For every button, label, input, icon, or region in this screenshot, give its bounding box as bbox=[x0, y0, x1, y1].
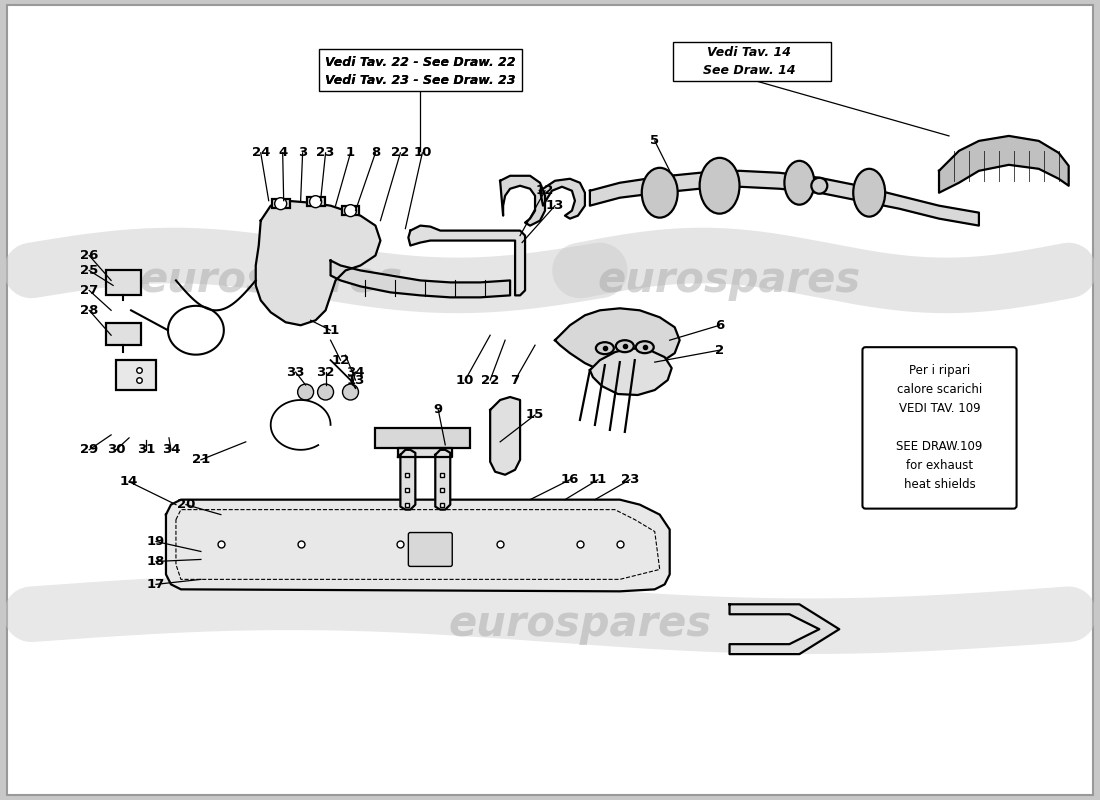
Text: 17: 17 bbox=[147, 578, 165, 591]
Polygon shape bbox=[331, 261, 510, 298]
Text: eurospares: eurospares bbox=[449, 603, 712, 646]
Polygon shape bbox=[166, 500, 670, 591]
Text: Per i ripari
calore scarichi
VEDI TAV. 109

SEE DRAW.109
for exhaust
heat shield: Per i ripari calore scarichi VEDI TAV. 1… bbox=[896, 365, 982, 491]
Circle shape bbox=[275, 198, 287, 210]
Circle shape bbox=[812, 178, 827, 194]
Polygon shape bbox=[400, 450, 416, 510]
Polygon shape bbox=[556, 308, 680, 372]
Text: 22: 22 bbox=[481, 374, 499, 386]
Text: 10: 10 bbox=[456, 374, 474, 386]
Text: 12: 12 bbox=[331, 354, 350, 366]
Text: Vedi Tav. 14
See Draw. 14: Vedi Tav. 14 See Draw. 14 bbox=[703, 46, 795, 77]
Text: 8: 8 bbox=[371, 146, 381, 159]
Text: 12: 12 bbox=[536, 184, 554, 198]
Text: 26: 26 bbox=[80, 249, 98, 262]
Bar bbox=[341, 206, 360, 215]
Text: 3: 3 bbox=[298, 146, 307, 159]
Text: 31: 31 bbox=[136, 443, 155, 456]
FancyBboxPatch shape bbox=[319, 50, 522, 91]
Text: 19: 19 bbox=[147, 535, 165, 548]
Ellipse shape bbox=[784, 161, 814, 205]
Text: 34: 34 bbox=[162, 443, 180, 456]
Bar bbox=[7, 6, 1093, 794]
Text: 34: 34 bbox=[346, 366, 365, 378]
Text: eurospares: eurospares bbox=[139, 259, 403, 302]
FancyBboxPatch shape bbox=[673, 42, 832, 81]
Text: 13: 13 bbox=[546, 199, 564, 212]
Polygon shape bbox=[500, 176, 544, 226]
Polygon shape bbox=[408, 226, 525, 295]
Circle shape bbox=[344, 205, 356, 217]
Circle shape bbox=[298, 384, 314, 400]
Bar bbox=[117, 360, 156, 390]
Bar bbox=[106, 270, 141, 295]
Circle shape bbox=[318, 384, 333, 400]
Ellipse shape bbox=[854, 169, 886, 217]
Text: Vedi Tav. 22 - See Draw. 22
Vedi Tav. 23 - See Draw. 23: Vedi Tav. 22 - See Draw. 22 Vedi Tav. 23… bbox=[324, 56, 516, 86]
Text: 9: 9 bbox=[433, 403, 443, 417]
Text: 28: 28 bbox=[80, 304, 98, 317]
Text: 23: 23 bbox=[317, 146, 334, 159]
Text: 20: 20 bbox=[177, 498, 195, 511]
Ellipse shape bbox=[616, 340, 634, 352]
Text: Vedi Tav. 22 - See Draw. 22
Vedi Tav. 23 - See Draw. 23: Vedi Tav. 22 - See Draw. 22 Vedi Tav. 23… bbox=[324, 56, 516, 86]
Text: 18: 18 bbox=[146, 555, 165, 568]
Text: 11: 11 bbox=[588, 474, 607, 486]
Circle shape bbox=[309, 196, 321, 208]
Text: 1: 1 bbox=[345, 146, 355, 159]
Ellipse shape bbox=[636, 342, 653, 353]
Text: 29: 29 bbox=[80, 443, 98, 456]
Ellipse shape bbox=[596, 342, 614, 354]
Text: 15: 15 bbox=[526, 409, 544, 422]
Polygon shape bbox=[729, 604, 839, 654]
Text: 16: 16 bbox=[561, 474, 579, 486]
Text: 2: 2 bbox=[715, 344, 724, 357]
Polygon shape bbox=[590, 348, 672, 395]
Polygon shape bbox=[590, 170, 979, 226]
Polygon shape bbox=[398, 448, 452, 457]
Text: 30: 30 bbox=[107, 443, 125, 456]
Text: 10: 10 bbox=[414, 146, 431, 159]
Circle shape bbox=[342, 384, 359, 400]
Polygon shape bbox=[436, 450, 450, 510]
Text: 4: 4 bbox=[278, 146, 287, 159]
Text: 33: 33 bbox=[286, 366, 305, 378]
Bar bbox=[375, 428, 470, 448]
FancyBboxPatch shape bbox=[408, 533, 452, 566]
Text: 22: 22 bbox=[392, 146, 409, 159]
Polygon shape bbox=[255, 201, 381, 326]
FancyBboxPatch shape bbox=[862, 347, 1016, 509]
Text: 23: 23 bbox=[620, 474, 639, 486]
Bar bbox=[106, 323, 141, 345]
Bar bbox=[307, 198, 324, 206]
Text: 24: 24 bbox=[252, 146, 270, 159]
Text: 7: 7 bbox=[510, 374, 519, 386]
Ellipse shape bbox=[700, 158, 739, 214]
Text: 25: 25 bbox=[80, 264, 98, 277]
Bar bbox=[272, 199, 289, 208]
Text: 32: 32 bbox=[317, 366, 334, 378]
Polygon shape bbox=[491, 397, 520, 474]
Polygon shape bbox=[939, 136, 1069, 193]
Text: 6: 6 bbox=[715, 318, 724, 332]
Text: 5: 5 bbox=[650, 134, 659, 147]
Text: 14: 14 bbox=[120, 475, 139, 488]
Text: eurospares: eurospares bbox=[598, 259, 861, 302]
Text: 27: 27 bbox=[80, 284, 98, 297]
Text: 11: 11 bbox=[321, 324, 340, 337]
Ellipse shape bbox=[641, 168, 678, 218]
Text: 13: 13 bbox=[346, 374, 365, 386]
Polygon shape bbox=[540, 178, 585, 218]
Text: 21: 21 bbox=[191, 454, 210, 466]
